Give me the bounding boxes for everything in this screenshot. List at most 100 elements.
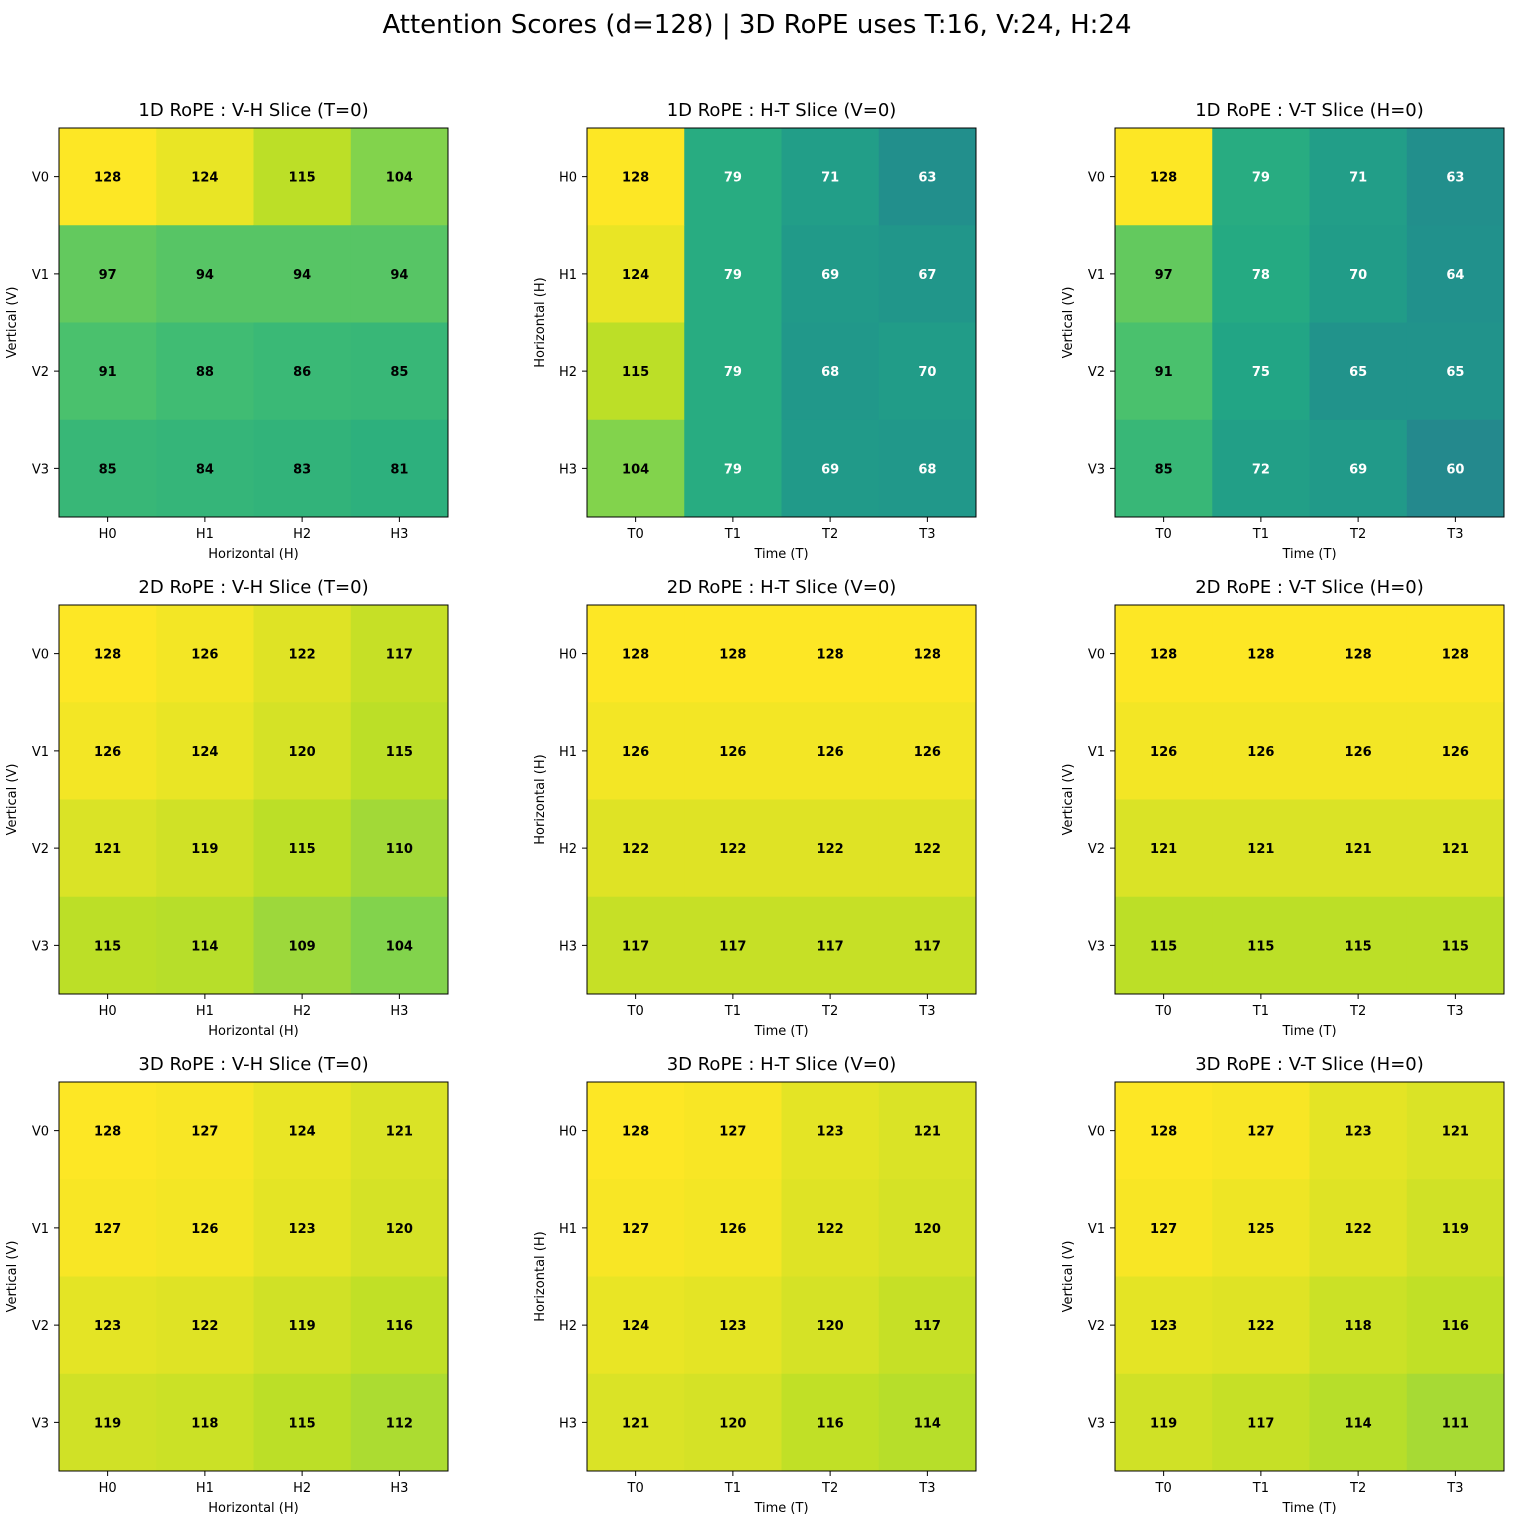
cell-value-label: 60 [1446, 462, 1464, 477]
heatmap-cell [684, 1276, 782, 1375]
cell-value-label: 97 [99, 268, 117, 283]
cell-value-label: 115 [289, 1416, 316, 1431]
heatmap-cell [587, 1276, 685, 1375]
heatmap-cell [1115, 1276, 1213, 1375]
heatmap-cell [1309, 799, 1408, 898]
heatmap-cell [1406, 1276, 1505, 1375]
heatmap-cell [1212, 1082, 1310, 1180]
y-tick-label: V1 [32, 268, 49, 283]
cell-value-label: 128 [1150, 171, 1177, 186]
heatmap-cell [1115, 799, 1213, 898]
heatmap-cell [1406, 702, 1505, 800]
y-axis-label: Vertical (V) [1061, 287, 1076, 359]
heatmap-cell [1115, 128, 1213, 226]
heatmap-cell [350, 605, 449, 703]
heatmap-cell [253, 225, 352, 323]
heatmap-cell [878, 419, 977, 518]
cell-value-label: 115 [622, 365, 649, 380]
heatmap-cell [878, 896, 977, 995]
cell-value-label: 65 [1349, 365, 1367, 380]
heatmap-panel-4: 2D RoPE : V-H Slice (T=0) 128 126 122 117 126… [5, 577, 449, 1039]
x-axis-label: Horizontal (H) [208, 1501, 298, 1516]
y-axis-label: Horizontal (H) [533, 754, 548, 844]
panel-title: 3D RoPE : H-T Slice (V=0) [667, 1054, 897, 1075]
cell-value-label: 120 [719, 1416, 746, 1431]
heatmap-cell [59, 128, 157, 226]
cell-value-label: 70 [1349, 268, 1367, 283]
heatmap-cell [1115, 225, 1213, 323]
plot-frame [1114, 604, 1505, 995]
cell-value-label: 63 [918, 171, 936, 186]
panel-title: 2D RoPE : H-T Slice (V=0) [667, 577, 897, 598]
y-tick-label: H1 [559, 1222, 577, 1237]
heatmap-cell [156, 225, 254, 323]
heatmap-cell [350, 128, 449, 226]
x-tick-label: T3 [918, 1004, 935, 1019]
heatmap-cell [1309, 128, 1408, 226]
y-tick-label: V3 [32, 939, 49, 954]
panel-title: 1D RoPE : H-T Slice (V=0) [667, 100, 897, 121]
heatmap-cell [878, 1276, 977, 1375]
heatmap-cell [156, 896, 254, 995]
y-tick-label: H3 [559, 939, 577, 954]
heatmap-cell [587, 896, 685, 995]
heatmap-cell [1212, 799, 1310, 898]
y-tick-label: H2 [559, 842, 577, 857]
x-tick-label: T1 [724, 1004, 741, 1019]
heatmap-cell [350, 1179, 449, 1277]
x-tick-label: T1 [724, 527, 741, 542]
cell-value-label: 115 [94, 939, 121, 954]
cell-value-label: 119 [191, 842, 218, 857]
plot-frame [58, 1081, 449, 1472]
heatmap-cell [156, 322, 254, 421]
x-tick-label: T1 [1252, 527, 1269, 542]
cell-value-label: 64 [1446, 268, 1464, 283]
y-axis-label: Horizontal (H) [533, 277, 548, 367]
cell-value-label: 128 [622, 648, 649, 663]
heatmap-panel-8: 3D RoPE : H-T Slice (V=0) 128 127 123 121 127… [533, 1054, 977, 1516]
heatmap-cell [1406, 799, 1505, 898]
y-tick-label: H0 [559, 171, 577, 186]
plot-frame [586, 127, 977, 518]
heatmap-cell [1212, 419, 1310, 518]
cell-value-label: 128 [94, 648, 121, 663]
heatmap-cell [1406, 896, 1505, 995]
cell-value-label: 69 [821, 268, 839, 283]
cell-value-label: 63 [1446, 171, 1464, 186]
cell-value-label: 126 [191, 1222, 218, 1237]
cell-value-label: 128 [94, 171, 121, 186]
heatmap-cell [684, 896, 782, 995]
panel-title: 1D RoPE : V-H Slice (T=0) [138, 100, 368, 121]
heatmap-cell [781, 322, 880, 421]
heatmap-cell [1309, 702, 1408, 800]
cell-value-label: 115 [1247, 939, 1274, 954]
heatmap-cell [1212, 1179, 1310, 1277]
heatmap-cell [587, 702, 685, 800]
cell-value-label: 94 [293, 268, 311, 283]
y-tick-label: V0 [1088, 648, 1105, 663]
heatmap-cell [878, 605, 977, 703]
cell-value-label: 68 [821, 365, 839, 380]
cell-value-label: 122 [817, 1222, 844, 1237]
cell-value-label: 119 [1150, 1416, 1177, 1431]
cell-value-label: 128 [1150, 1125, 1177, 1140]
heatmap-cell [1212, 1373, 1310, 1472]
cell-value-label: 121 [1442, 842, 1469, 857]
heatmap-cell [1309, 896, 1408, 995]
heatmap-cell [878, 799, 977, 898]
x-tick-label: T2 [821, 1004, 838, 1019]
cell-value-label: 115 [1442, 939, 1469, 954]
cell-value-label: 121 [1442, 1125, 1469, 1140]
cell-value-label: 91 [99, 365, 117, 380]
cell-value-label: 126 [817, 745, 844, 760]
heatmap-cell [878, 1179, 977, 1277]
heatmap-cell [59, 1179, 157, 1277]
heatmap-cell [781, 1082, 880, 1180]
heatmap-cell [878, 128, 977, 226]
heatmap-cell [1309, 1276, 1408, 1375]
cell-value-label: 117 [622, 939, 649, 954]
y-tick-label: H3 [559, 1416, 577, 1431]
heatmap-cell [1406, 225, 1505, 323]
heatmap-cell [1212, 605, 1310, 703]
cell-value-label: 123 [289, 1222, 316, 1237]
